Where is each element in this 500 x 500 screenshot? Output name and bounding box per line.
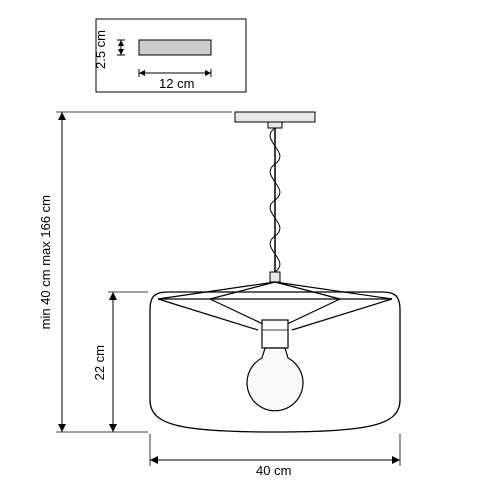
shade-height-label: 22 cm <box>92 345 107 380</box>
main-diagram <box>0 0 500 500</box>
total-height-label: min 40 cm max 166 cm <box>38 195 53 329</box>
canopy <box>235 112 315 122</box>
socket <box>262 320 288 348</box>
bulb <box>247 348 303 411</box>
shade-width-label: 40 cm <box>256 463 291 478</box>
